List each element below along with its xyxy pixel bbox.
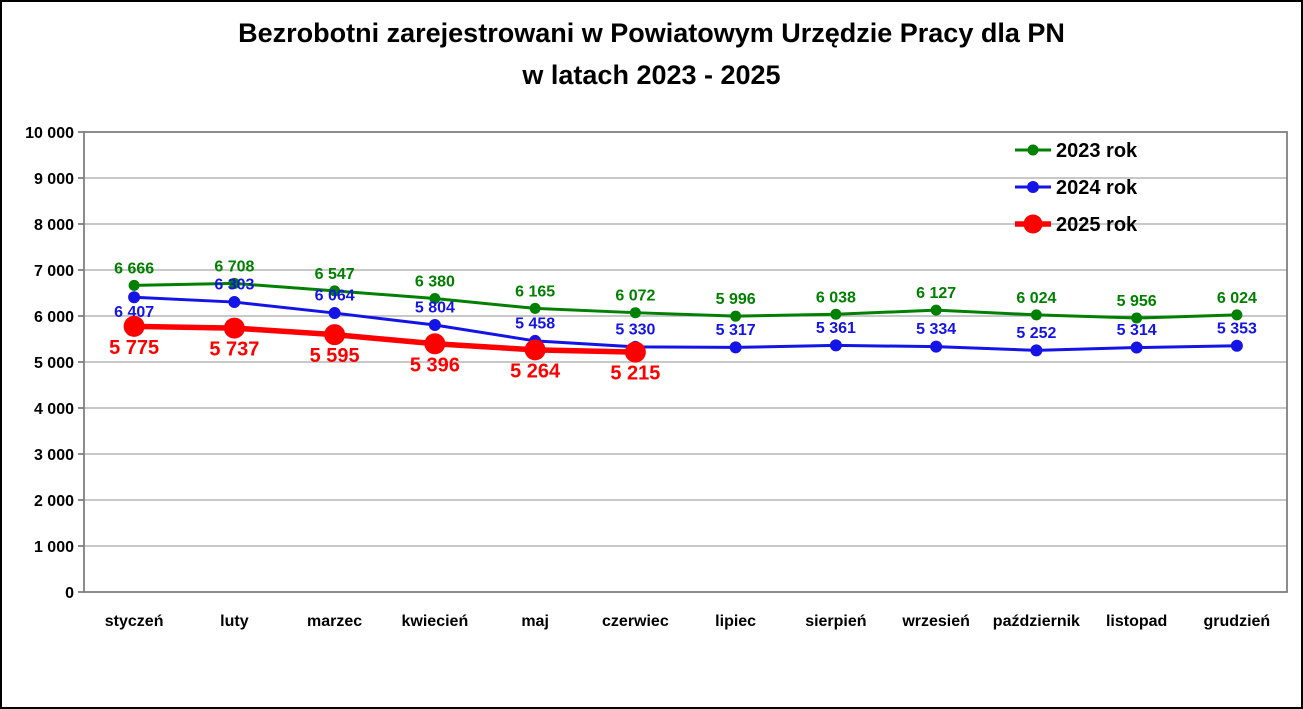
data-point-label: 6 127: [916, 285, 956, 302]
y-tick-label: 5 000: [34, 355, 74, 372]
data-point-label: 5 317: [716, 322, 756, 339]
data-point-marker: [629, 307, 641, 319]
y-tick-label: 10 000: [25, 125, 74, 142]
data-point-marker: [223, 317, 245, 339]
legend-label: 2024 rok: [1056, 177, 1138, 199]
data-point-marker: [930, 304, 942, 316]
data-point-marker: [1231, 309, 1243, 321]
data-point-marker: [228, 296, 241, 309]
y-tick-label: 1 000: [34, 539, 74, 556]
x-category-label: grudzień: [1204, 613, 1271, 630]
y-tick-label: 3 000: [34, 447, 74, 464]
data-point-marker: [1131, 312, 1143, 324]
data-point-marker: [830, 308, 842, 320]
data-point-label: 6 547: [315, 266, 355, 283]
series-line-2023-rok: [134, 281, 1237, 320]
data-point-label: 6 072: [615, 288, 655, 305]
data-point-marker: [329, 285, 341, 297]
x-category-label: wrzesień: [901, 613, 970, 630]
data-point-label: 5 396: [410, 354, 460, 376]
legend-label: 2025 rok: [1056, 214, 1138, 236]
data-point-label: 6 303: [214, 277, 254, 294]
chart-title-line2: w latach 2023 - 2025: [522, 60, 781, 90]
data-point-marker: [529, 302, 541, 314]
data-point-marker: [729, 341, 742, 354]
data-point-marker: [930, 340, 943, 353]
data-point-marker: [128, 291, 141, 304]
y-tick-label: 7 000: [34, 263, 74, 280]
data-point-label: 6 038: [816, 289, 856, 306]
x-category-label: lipiec: [715, 613, 756, 630]
data-point-label: 5 361: [816, 320, 856, 337]
data-point-label: 6 407: [114, 304, 154, 321]
data-point-label: 6 165: [515, 283, 555, 300]
data-point-marker: [324, 324, 346, 346]
x-category-label: kwiecień: [402, 613, 469, 630]
data-point-marker: [829, 339, 842, 352]
legend-item: 2024 rok: [1015, 177, 1138, 199]
legend-marker-dot: [1023, 214, 1043, 234]
data-point-label: 6 024: [1016, 290, 1056, 307]
data-point-label: 5 458: [515, 315, 555, 332]
data-point-marker: [730, 310, 742, 322]
data-point-label: 5 737: [209, 339, 259, 361]
chart-title: Bezrobotni zarejestrowani w Powiatowym U…: [2, 12, 1301, 96]
data-point-marker: [228, 277, 240, 289]
data-point-label: 5 804: [415, 300, 455, 317]
x-category-label: październik: [993, 613, 1080, 630]
data-point-marker: [1230, 339, 1243, 352]
data-point-marker: [524, 339, 546, 361]
data-point-label: 6 666: [114, 260, 154, 277]
legend-item: 2023 rok: [1015, 140, 1138, 162]
data-point-label: 5 252: [1016, 325, 1056, 342]
data-point-marker: [429, 293, 441, 305]
x-category-label: czerwiec: [602, 613, 669, 630]
x-category-label: luty: [220, 613, 249, 630]
data-point-label: 5 996: [716, 291, 756, 308]
x-category-label: maj: [521, 613, 549, 630]
data-point-label: 5 595: [310, 345, 360, 367]
x-category-label: styczeń: [105, 613, 164, 630]
data-point-marker: [328, 307, 341, 320]
data-point-marker: [424, 333, 446, 355]
data-point-label: 5 775: [109, 337, 159, 359]
data-point-marker: [428, 319, 441, 332]
series-line-2024-rok: [134, 295, 1237, 352]
data-point-label: 6 024: [1217, 290, 1257, 307]
series-line-2025-rok: [134, 323, 636, 355]
data-point-marker: [1030, 344, 1043, 357]
data-point-label: 5 334: [916, 321, 956, 338]
data-point-marker: [1030, 309, 1042, 321]
y-tick-label: 4 000: [34, 401, 74, 418]
data-point-label: 5 330: [615, 321, 655, 338]
legend-marker-dot: [1027, 181, 1039, 193]
y-tick-label: 6 000: [34, 309, 74, 326]
data-point-label: 5 215: [610, 363, 660, 385]
y-tick-label: 9 000: [34, 171, 74, 188]
data-point-label: 6 708: [214, 258, 254, 275]
data-point-marker: [123, 315, 145, 337]
y-tick-label: 0: [65, 585, 74, 602]
x-category-label: marzec: [307, 613, 362, 630]
legend-label: 2023 rok: [1056, 140, 1138, 162]
data-point-marker: [128, 279, 140, 291]
data-point-label: 5 314: [1117, 322, 1157, 339]
legend-marker-dot: [1027, 144, 1039, 156]
data-point-label: 6 064: [315, 288, 355, 305]
data-point-label: 5 264: [510, 360, 561, 382]
x-category-label: listopad: [1106, 613, 1167, 630]
data-point-label: 6 380: [415, 274, 455, 291]
y-tick-label: 8 000: [34, 217, 74, 234]
legend-item: 2025 rok: [1015, 214, 1138, 236]
x-category-label: sierpień: [805, 613, 866, 630]
y-tick-label: 2 000: [34, 493, 74, 510]
data-point-label: 5 956: [1117, 293, 1157, 310]
data-point-marker: [624, 341, 646, 363]
data-point-label: 5 353: [1217, 320, 1257, 337]
data-point-marker: [1130, 341, 1143, 354]
chart-title-line1: Bezrobotni zarejestrowani w Powiatowym U…: [238, 18, 1065, 48]
